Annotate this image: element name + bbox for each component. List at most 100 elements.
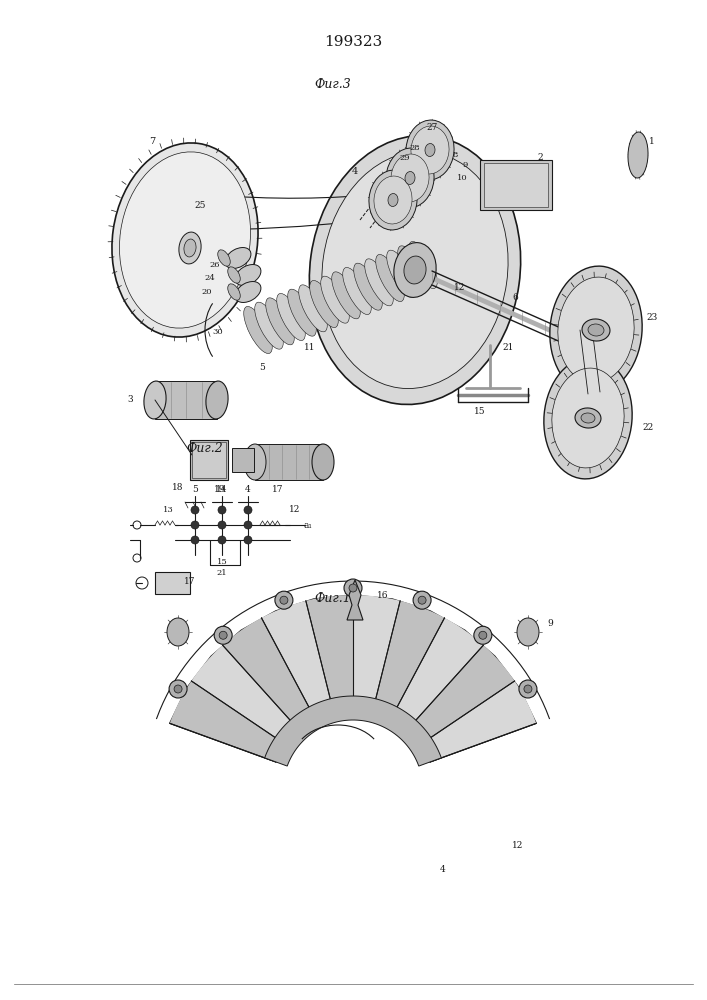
Ellipse shape (552, 368, 624, 468)
Ellipse shape (517, 618, 539, 646)
Ellipse shape (391, 154, 429, 202)
Circle shape (524, 685, 532, 693)
Text: 5: 5 (259, 363, 265, 372)
Text: Фиг.1: Фиг.1 (314, 591, 351, 604)
Text: 15: 15 (216, 558, 228, 566)
Ellipse shape (409, 241, 437, 289)
Text: 18: 18 (173, 484, 184, 492)
Circle shape (275, 591, 293, 609)
Circle shape (219, 631, 227, 639)
Polygon shape (262, 601, 333, 718)
Text: 4: 4 (440, 865, 446, 874)
Text: Фиг.3: Фиг.3 (314, 79, 351, 92)
Circle shape (349, 584, 357, 592)
Bar (192, 442, 226, 478)
Polygon shape (373, 601, 445, 718)
Ellipse shape (398, 246, 426, 293)
Ellipse shape (288, 289, 316, 336)
Ellipse shape (235, 265, 261, 285)
Ellipse shape (365, 259, 393, 306)
Text: 6: 6 (512, 294, 518, 302)
Circle shape (174, 685, 182, 693)
Circle shape (214, 626, 232, 644)
Ellipse shape (235, 282, 261, 302)
Ellipse shape (225, 248, 251, 268)
Polygon shape (306, 595, 353, 710)
Circle shape (244, 506, 252, 514)
Circle shape (413, 591, 431, 609)
Circle shape (191, 536, 199, 544)
Text: 12: 12 (289, 506, 300, 514)
Ellipse shape (299, 285, 327, 332)
Text: 25: 25 (194, 200, 206, 210)
Ellipse shape (321, 276, 349, 323)
Bar (484, 163, 548, 207)
Ellipse shape (386, 148, 434, 208)
Circle shape (191, 506, 199, 514)
Text: 13: 13 (163, 506, 173, 514)
Ellipse shape (332, 272, 361, 319)
Text: 30: 30 (213, 328, 223, 336)
Text: 20: 20 (201, 288, 212, 296)
Text: 4: 4 (245, 486, 251, 494)
Text: 5: 5 (192, 486, 198, 494)
Text: 17: 17 (185, 578, 196, 586)
Text: 24: 24 (204, 274, 216, 282)
Text: 4: 4 (352, 167, 358, 176)
Ellipse shape (310, 280, 338, 328)
Circle shape (474, 626, 492, 644)
Ellipse shape (405, 172, 415, 184)
Bar (232, 448, 254, 472)
Ellipse shape (167, 618, 189, 646)
Circle shape (418, 596, 426, 604)
Polygon shape (421, 681, 536, 762)
Polygon shape (223, 618, 315, 729)
Polygon shape (347, 580, 363, 620)
Ellipse shape (550, 266, 642, 394)
Ellipse shape (244, 444, 266, 480)
Circle shape (169, 680, 187, 698)
Circle shape (244, 521, 252, 529)
Ellipse shape (544, 357, 632, 479)
Bar (255, 444, 323, 480)
Text: 29: 29 (399, 154, 410, 162)
Ellipse shape (628, 132, 648, 178)
Ellipse shape (244, 306, 272, 354)
Bar (190, 440, 228, 480)
Ellipse shape (406, 120, 454, 180)
Ellipse shape (179, 232, 201, 264)
Polygon shape (392, 618, 484, 729)
Ellipse shape (228, 267, 240, 283)
Text: Фиг.2: Фиг.2 (187, 442, 223, 454)
Text: a₁: a₁ (303, 520, 312, 530)
Text: 27: 27 (426, 123, 438, 132)
Ellipse shape (312, 444, 334, 480)
Circle shape (218, 506, 226, 514)
Bar (155, 381, 217, 419)
Polygon shape (170, 595, 536, 762)
Text: 8: 8 (452, 151, 457, 159)
Ellipse shape (144, 381, 166, 419)
Circle shape (519, 680, 537, 698)
Ellipse shape (581, 413, 595, 423)
Text: 12: 12 (513, 840, 524, 850)
Ellipse shape (112, 143, 258, 337)
Ellipse shape (375, 254, 404, 302)
Ellipse shape (218, 250, 230, 266)
Ellipse shape (369, 170, 417, 230)
Text: 9: 9 (547, 619, 553, 629)
Text: 16: 16 (378, 590, 389, 599)
Polygon shape (408, 645, 515, 744)
Text: 11: 11 (304, 344, 316, 353)
Polygon shape (264, 696, 441, 766)
Text: 21: 21 (216, 569, 228, 577)
Text: 17: 17 (272, 486, 284, 494)
Text: 10: 10 (457, 174, 467, 182)
Text: 7: 7 (149, 137, 155, 146)
Ellipse shape (588, 324, 604, 336)
Ellipse shape (425, 144, 435, 156)
Ellipse shape (310, 136, 520, 404)
Ellipse shape (255, 302, 284, 349)
Text: 9: 9 (462, 161, 468, 169)
Text: 28: 28 (409, 144, 421, 152)
